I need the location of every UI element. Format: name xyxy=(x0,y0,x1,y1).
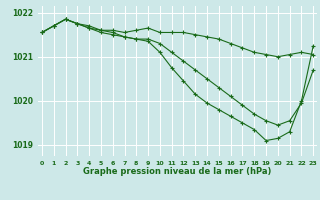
X-axis label: Graphe pression niveau de la mer (hPa): Graphe pression niveau de la mer (hPa) xyxy=(84,167,272,176)
